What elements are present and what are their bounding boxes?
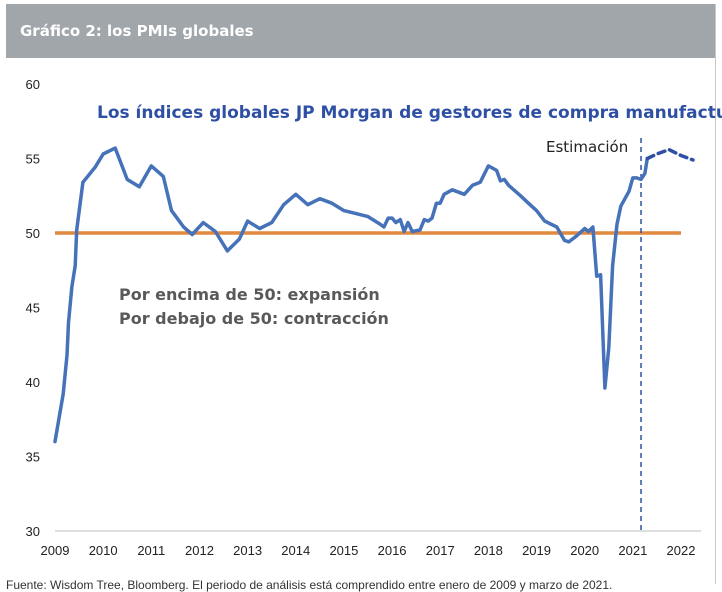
estimate-label: Estimación: [546, 138, 628, 156]
y-axis: 60 55 50 45 40 35 30: [26, 77, 40, 539]
x-tick-label: 2020: [570, 543, 599, 558]
x-tick-label: 2016: [378, 543, 407, 558]
chart-header-title: Gráfico 2: los PMIs globales: [20, 22, 254, 40]
y-tick-label: 55: [26, 152, 40, 167]
y-tick-label: 35: [26, 450, 40, 465]
annotation-expansion: Por encima de 50: expansión: [119, 285, 380, 304]
x-tick-label: 2013: [233, 543, 262, 558]
chart-frame: [6, 4, 716, 584]
y-tick-label: 60: [26, 77, 40, 92]
x-tick-label: 2018: [474, 543, 503, 558]
x-tick-label: 2014: [281, 543, 310, 558]
x-tick-label: 2015: [329, 543, 358, 558]
y-tick-label: 45: [26, 301, 40, 316]
header-bar: Gráfico 2: los PMIs globales: [6, 4, 716, 58]
source-note: Fuente: Wisdom Tree, Bloomberg. El perio…: [6, 578, 613, 592]
y-tick-label: 40: [26, 375, 40, 390]
x-tick-label: 2011: [137, 543, 165, 558]
chart-title: Los índices globales JP Morgan de gestor…: [97, 103, 722, 123]
x-tick-label: 2017: [426, 543, 455, 558]
series-line-pmi: [53, 146, 650, 444]
series-layer: [53, 146, 695, 444]
x-axis: 2009 2010 2011 2012 2013 2014 2015 2016 2017 2018…: [41, 543, 696, 558]
x-tick-label: 2021: [618, 543, 647, 558]
x-tick-label: 2019: [522, 543, 551, 558]
y-tick-label: 50: [26, 226, 40, 241]
series-line-estimate: [645, 147, 695, 162]
x-tick-label: 2010: [89, 543, 118, 558]
annotation-contraction: Por debajo de 50: contracción: [119, 309, 389, 328]
x-tick-label: 2009: [41, 543, 70, 558]
y-tick-label: 30: [26, 524, 40, 539]
x-tick-label: 2022: [667, 543, 696, 558]
x-tick-label: 2012: [185, 543, 214, 558]
